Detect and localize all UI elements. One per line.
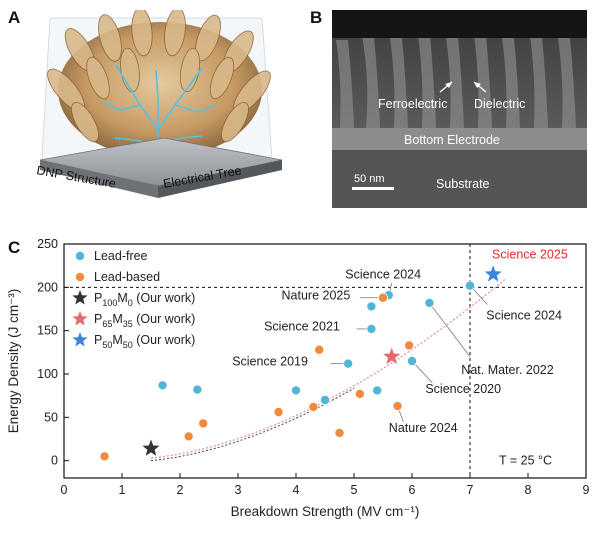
lead-free-point <box>406 355 417 366</box>
top-dark-band <box>332 10 587 38</box>
x-axis-title: Breakdown Strength (MV cm⁻¹) <box>231 504 420 519</box>
y-tick-label: 200 <box>37 280 58 294</box>
lead-free-point <box>157 380 168 391</box>
lead-based-point <box>308 401 319 412</box>
x-tick-label: 3 <box>235 483 242 497</box>
legend-marker <box>75 272 86 283</box>
base-slab-left <box>40 160 158 198</box>
legend-entry: P100M0 (Our work) <box>94 291 195 308</box>
lead-free-point <box>319 394 330 405</box>
scale-bar-label: 50 nm <box>354 173 385 185</box>
ferroelectric-label: Ferroelectric <box>378 97 447 111</box>
our-work-star-point <box>383 347 401 364</box>
lead-free-point <box>192 384 203 395</box>
x-tick-label: 2 <box>177 483 184 497</box>
lead-free-point <box>366 301 377 312</box>
legend-entry: Lead-based <box>94 270 160 284</box>
legend-marker <box>72 332 88 347</box>
annotation-science-2024-b: Science 2024 <box>486 308 562 322</box>
bottom-electrode-label: Bottom Electrode <box>404 133 500 147</box>
substrate-layer <box>332 150 587 208</box>
x-tick-label: 8 <box>525 483 532 497</box>
legend-entry: P65M35 (Our work) <box>94 312 195 329</box>
y-tick-label: 250 <box>37 237 58 251</box>
annotation-nat-mater-2022: Nat. Mater. 2022 <box>461 363 553 377</box>
x-tick-label: 7 <box>467 483 474 497</box>
x-tick-label: 6 <box>409 483 416 497</box>
lead-based-point <box>392 401 403 412</box>
lead-based-point <box>334 427 345 438</box>
y-tick-label: 100 <box>37 367 58 381</box>
legend-entry: Lead-free <box>94 249 148 263</box>
lead-free-point <box>366 323 377 334</box>
trend-line-dark <box>150 387 355 462</box>
dielectric-label: Dielectric <box>474 97 525 111</box>
lead-based-point <box>198 418 209 429</box>
lead-based-point <box>183 431 194 442</box>
x-tick-label: 4 <box>293 483 300 497</box>
annotation-science-2021: Science 2021 <box>264 320 340 334</box>
annotation-science-2019: Science 2019 <box>232 354 308 368</box>
annotation-nature-2025: Nature 2025 <box>282 288 351 302</box>
lead-based-point <box>404 340 415 351</box>
scale-bar <box>352 187 394 190</box>
lead-based-point <box>273 407 284 418</box>
panel-c-letter: C <box>8 238 21 257</box>
annotation-nature-2024: Nature 2024 <box>389 421 458 435</box>
legend-entry: P50M50 (Our work) <box>94 333 195 350</box>
annotation-science-2025: Science 2025 <box>492 248 568 262</box>
x-tick-label: 9 <box>583 483 590 497</box>
x-tick-label: 1 <box>119 483 126 497</box>
y-tick-label: 0 <box>51 454 58 468</box>
lead-based-point <box>314 344 325 355</box>
lead-based-point <box>354 388 365 399</box>
our-work-star-point <box>142 439 160 456</box>
temperature-note: T = 25 °C <box>499 454 552 468</box>
legend-marker <box>75 250 86 261</box>
y-axis-title: Energy Density (J cm⁻³) <box>6 289 21 433</box>
annotation-science-2020: Science 2020 <box>425 382 501 396</box>
legend-marker <box>72 290 88 305</box>
y-tick-label: 150 <box>37 324 58 338</box>
plot-frame <box>63 243 587 479</box>
lead-free-point <box>343 358 354 369</box>
panel-a-letter: A <box>8 8 21 27</box>
our-work-star-point <box>484 265 502 282</box>
panel-b-letter: B <box>310 8 323 27</box>
lead-free-point <box>464 280 475 291</box>
annotation-leader <box>429 302 471 357</box>
lead-based-point <box>99 451 110 462</box>
bottom-electrode-layer <box>332 128 587 150</box>
x-tick-label: 0 <box>61 483 68 497</box>
substrate-label: Substrate <box>436 177 490 191</box>
sem-cross-section-image: Ferroelectric Dielectric Bottom Electrod… <box>332 10 587 208</box>
trend-line <box>150 278 506 459</box>
dnp-schematic-illustration: DNP Structure Electrical Tree <box>35 10 283 198</box>
base-slab-right <box>158 160 282 198</box>
lead-free-point <box>424 297 435 308</box>
petal-cluster <box>47 10 271 158</box>
x-tick-label: 5 <box>351 483 358 497</box>
lead-free-point <box>372 385 383 396</box>
legend-marker <box>72 311 88 326</box>
annotation-science-2024-a: Science 2024 <box>345 268 421 282</box>
columnar-grains <box>336 35 576 128</box>
y-tick-label: 50 <box>44 410 58 424</box>
lead-based-point <box>377 292 388 303</box>
lead-free-point <box>290 385 301 396</box>
energy-density-chart: 0 1 2 3 4 5 6 7 8 9 0 50 100 150 200 250 Breakdown Stren… <box>6 237 590 519</box>
